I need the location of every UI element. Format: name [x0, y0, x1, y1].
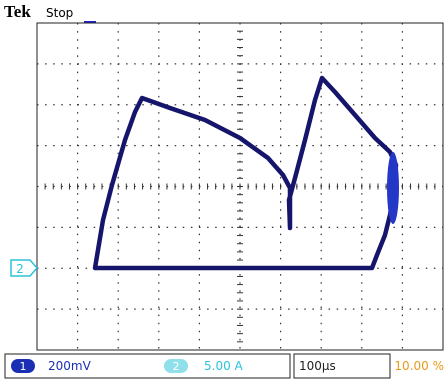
run-status: Stop — [46, 6, 73, 20]
trace-dense — [387, 152, 399, 224]
brand: Tek — [4, 2, 31, 21]
timebase: 100µs — [299, 359, 336, 373]
ch1-scale: 200mV — [48, 359, 92, 373]
page: Tek Stop 2 1 200mV 2 5.00 A 100µs 10.00 … — [0, 0, 448, 381]
ch2-scale: 5.00 A — [204, 359, 244, 373]
ch2-marker-label: 2 — [16, 262, 24, 276]
ch2-label: 2 — [173, 360, 180, 373]
oscilloscope: Tek Stop 2 1 200mV 2 5.00 A 100µs 10.00 … — [0, 0, 448, 381]
trigger-level: 10.00 % — [394, 359, 444, 373]
ch1-label: 1 — [20, 360, 27, 373]
ch2-marker — [11, 260, 37, 276]
